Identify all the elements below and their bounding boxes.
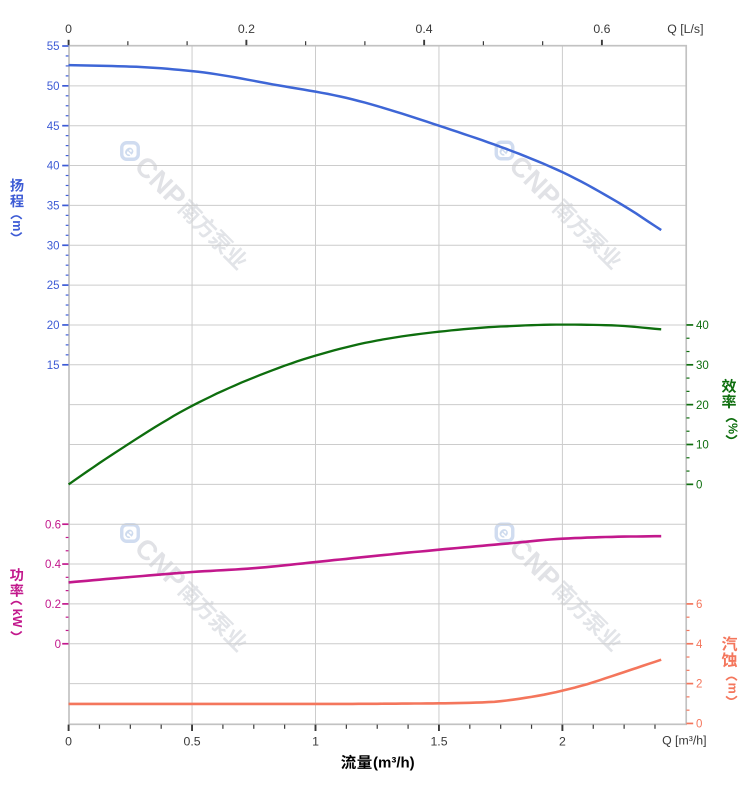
svg-text:(m³/h): (m³/h) [373, 754, 415, 771]
svg-text:0: 0 [65, 22, 72, 36]
svg-text:40: 40 [696, 320, 709, 332]
svg-text:Q [L/s]: Q [L/s] [667, 22, 703, 36]
svg-text:0: 0 [696, 480, 702, 492]
svg-text:40: 40 [47, 161, 60, 173]
svg-text:0.6: 0.6 [45, 519, 61, 531]
svg-text:2: 2 [559, 735, 566, 749]
svg-text:0.2: 0.2 [238, 22, 255, 36]
svg-text:55: 55 [47, 41, 60, 53]
svg-text:20: 20 [696, 400, 709, 412]
svg-text:1: 1 [312, 735, 319, 749]
svg-text:50: 50 [47, 81, 60, 93]
svg-text:0.6: 0.6 [593, 22, 610, 36]
svg-text:35: 35 [47, 201, 60, 213]
svg-text:4: 4 [696, 639, 703, 651]
svg-text:m: m [725, 683, 739, 694]
svg-text:20: 20 [47, 320, 60, 332]
svg-text:45: 45 [47, 121, 60, 133]
svg-text:30: 30 [47, 240, 60, 252]
svg-text:0.5: 0.5 [184, 735, 201, 749]
svg-text:2: 2 [696, 679, 702, 691]
svg-text:15: 15 [47, 360, 60, 372]
svg-text:%: % [725, 423, 739, 434]
svg-text:0.4: 0.4 [45, 559, 62, 571]
svg-text:30: 30 [696, 360, 709, 372]
svg-text:25: 25 [47, 280, 60, 292]
svg-text:6: 6 [696, 599, 702, 611]
svg-text:0: 0 [65, 735, 72, 749]
svg-text:kW: kW [10, 609, 24, 628]
svg-text:0.4: 0.4 [416, 22, 433, 36]
svg-text:m: m [10, 220, 24, 231]
svg-text:0: 0 [55, 639, 61, 651]
svg-text:10: 10 [696, 440, 709, 452]
svg-text:0.2: 0.2 [45, 599, 61, 611]
svg-text:Q [m³/h]: Q [m³/h] [662, 734, 706, 748]
svg-text:0: 0 [696, 719, 702, 731]
svg-text:1.5: 1.5 [430, 735, 447, 749]
